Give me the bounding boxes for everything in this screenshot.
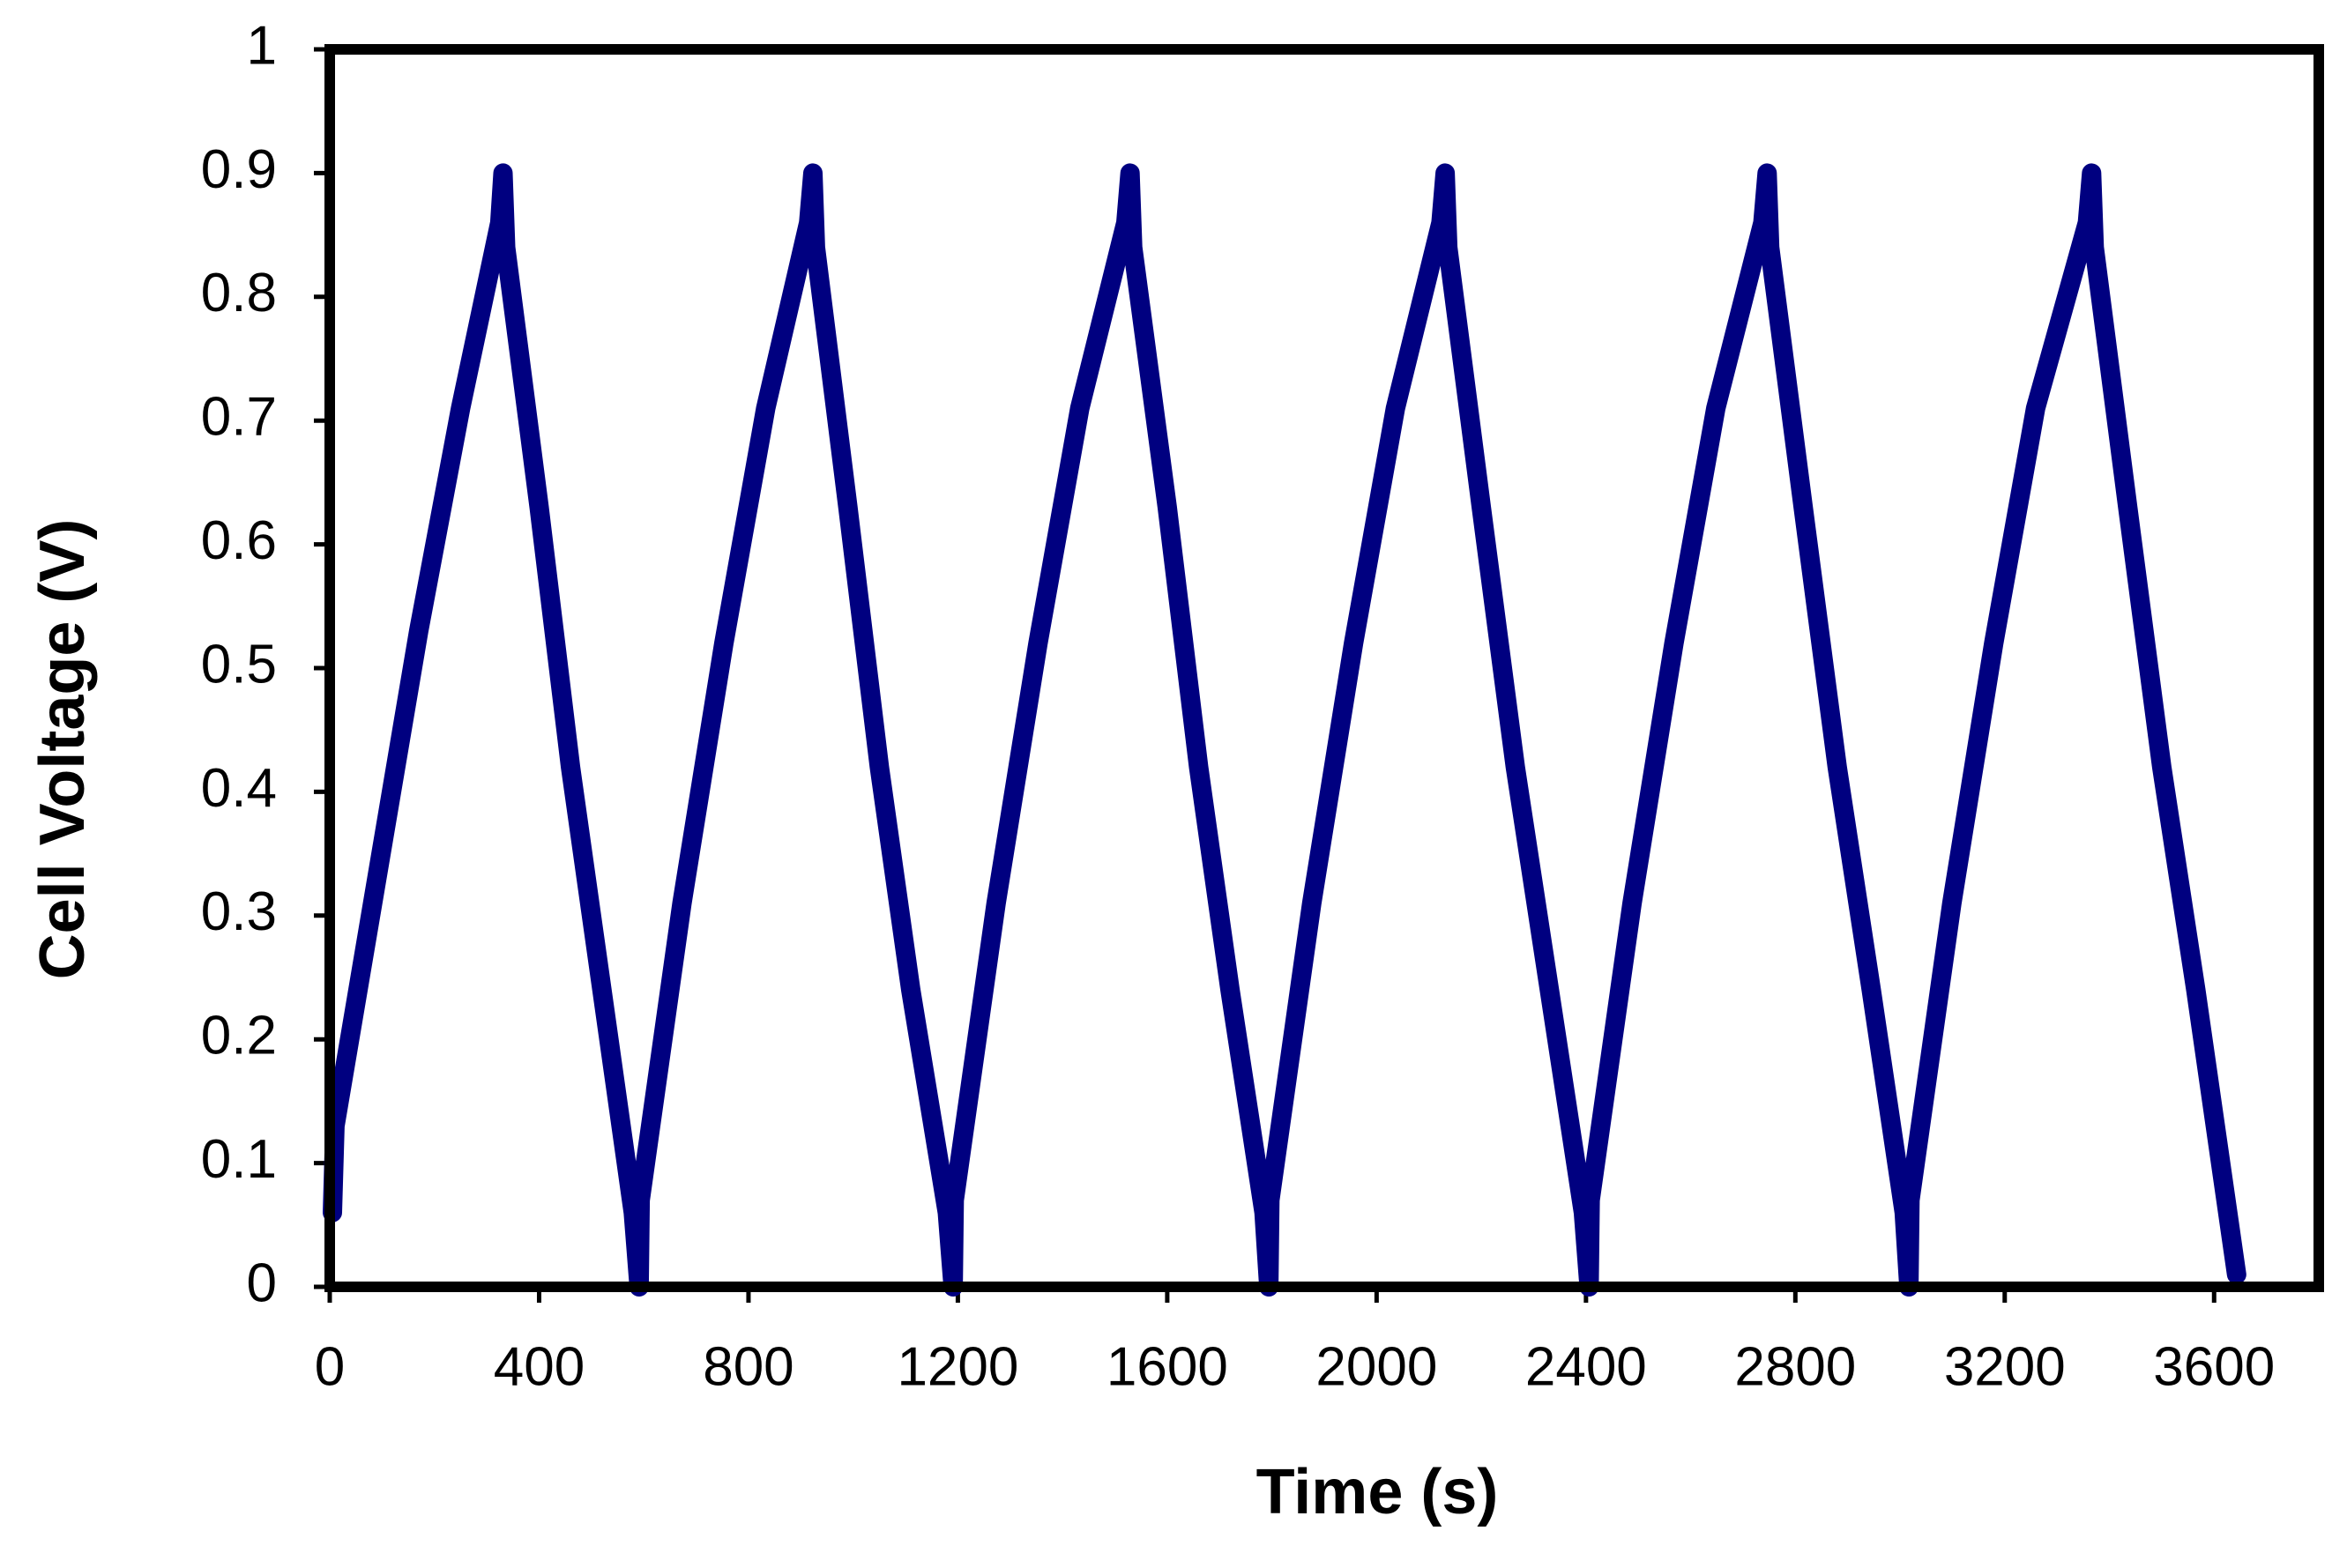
y-tick-label: 0 xyxy=(247,1252,277,1313)
x-tick-label: 0 xyxy=(315,1336,345,1397)
y-tick-label: 0.3 xyxy=(201,881,277,942)
y-tick-label: 0.4 xyxy=(201,758,277,819)
x-tick-label: 3200 xyxy=(1944,1336,2066,1397)
x-tick-label: 1200 xyxy=(897,1336,1018,1397)
y-axis-title: Cell Voltage (V) xyxy=(27,519,98,980)
x-tick-label: 2800 xyxy=(1734,1336,1856,1397)
y-tick-label: 0.6 xyxy=(201,510,277,571)
x-tick-label: 2000 xyxy=(1315,1336,1437,1397)
x-axis-title: Time (s) xyxy=(1256,1457,1499,1527)
x-tick-label: 2400 xyxy=(1525,1336,1647,1397)
y-tick-label: 0.5 xyxy=(201,634,277,695)
y-tick-label: 0.2 xyxy=(201,1006,277,1066)
x-tick-label: 3600 xyxy=(2153,1336,2275,1397)
y-tick-label: 0.9 xyxy=(201,139,277,200)
y-tick-label: 0.1 xyxy=(201,1129,277,1190)
x-tick-label: 400 xyxy=(494,1336,585,1397)
data-line xyxy=(323,163,2246,1297)
plot-frame xyxy=(324,44,2324,1292)
y-tick-label: 1 xyxy=(247,15,277,76)
x-tick-label: 1600 xyxy=(1106,1336,1228,1397)
x-tick-label: 800 xyxy=(703,1336,794,1397)
y-tick-label: 0.8 xyxy=(201,263,277,323)
y-tick-label: 0.7 xyxy=(201,387,277,448)
